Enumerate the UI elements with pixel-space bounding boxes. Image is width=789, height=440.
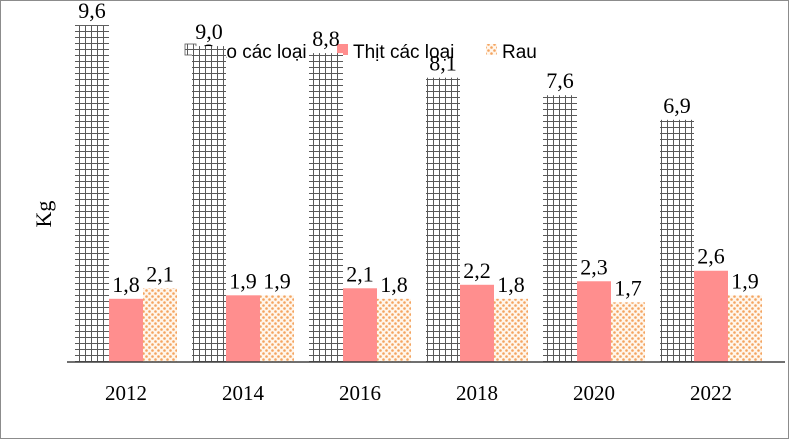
x-tick-label-2018: 2018 — [456, 381, 498, 405]
bar-2018-series-0 — [426, 77, 460, 362]
bar-2016-series-2 — [377, 298, 411, 362]
data-label-2014-series-2: 1,9 — [263, 268, 291, 293]
x-tick-label-2020: 2020 — [573, 381, 615, 405]
bar-2020-series-0 — [543, 95, 577, 363]
data-label-2016-series-0: 8,8 — [312, 26, 340, 51]
bars-layer: 9,61,8 2,19,01,9 1,98,82,1 1,88,12,21,87,62… — [75, 1, 762, 363]
data-label-2022-series-1: 2,6 — [697, 244, 725, 269]
data-label-2020-series-0: 7,6 — [546, 68, 574, 93]
data-label-2012-series-1: 1,8 — [112, 272, 140, 297]
data-label-2012-series-2: 2,1 — [146, 261, 174, 286]
bar-2018-series-2 — [494, 298, 528, 362]
bar-2022-series-0 — [660, 119, 694, 362]
bar-2014-series-0 — [192, 46, 226, 362]
bar-2018-series-1 — [460, 284, 494, 362]
legend-item-series-1: Thịt các loại — [337, 42, 454, 63]
data-label-2016-series-2: 1,8 — [380, 272, 408, 297]
x-tick-label-2022: 2022 — [690, 381, 732, 405]
y-axis-label: Kg — [31, 201, 56, 228]
data-label-2020-series-1: 2,3 — [580, 254, 608, 279]
bar-2016-series-1 — [343, 288, 377, 362]
x-tick-label-2012: 2012 — [105, 381, 147, 405]
x-ticks-layer: 2012 2014 2016 2018 2020 2022 — [105, 381, 732, 405]
bar-2012-series-0 — [75, 25, 109, 362]
data-label-2020-series-2: 1,7 — [614, 275, 642, 300]
bar-2022-series-2 — [728, 295, 762, 362]
data-label-2014-series-1: 1,9 — [229, 268, 257, 293]
data-label-2012-series-0: 9,6 — [78, 1, 106, 23]
bar-2012-series-1 — [109, 298, 143, 362]
bar-2020-series-2 — [611, 302, 645, 362]
bar-2022-series-1 — [694, 270, 728, 362]
data-label-2018-series-2: 1,8 — [497, 272, 525, 297]
legend-item-series-2: Rau — [486, 42, 537, 63]
data-label-2022-series-0: 6,9 — [663, 93, 691, 118]
data-label-2016-series-1: 2,1 — [346, 261, 374, 286]
legend-label-series-2: Rau — [502, 42, 537, 63]
data-label-2014-series-0: 9,0 — [195, 19, 223, 44]
x-tick-label-2014: 2014 — [222, 381, 265, 405]
legend-label-series-1: Thịt các loại — [353, 42, 454, 63]
data-label-2018-series-0: 8,1 — [429, 51, 457, 76]
legend-label-series-0: Gạo các loại — [201, 42, 307, 63]
legend: Gạo các loại Thịt các loại Rau — [184, 42, 537, 63]
bar-2016-series-0 — [309, 53, 343, 363]
bar-2012-series-2 — [143, 288, 177, 362]
bar-2014-series-2 — [260, 295, 294, 362]
bar-2014-series-1 — [226, 295, 260, 362]
bar-2020-series-1 — [577, 281, 611, 362]
data-label-2018-series-1: 2,2 — [463, 258, 491, 283]
x-tick-label-2016: 2016 — [339, 381, 381, 405]
data-label-2022-series-2: 1,9 — [731, 268, 759, 293]
